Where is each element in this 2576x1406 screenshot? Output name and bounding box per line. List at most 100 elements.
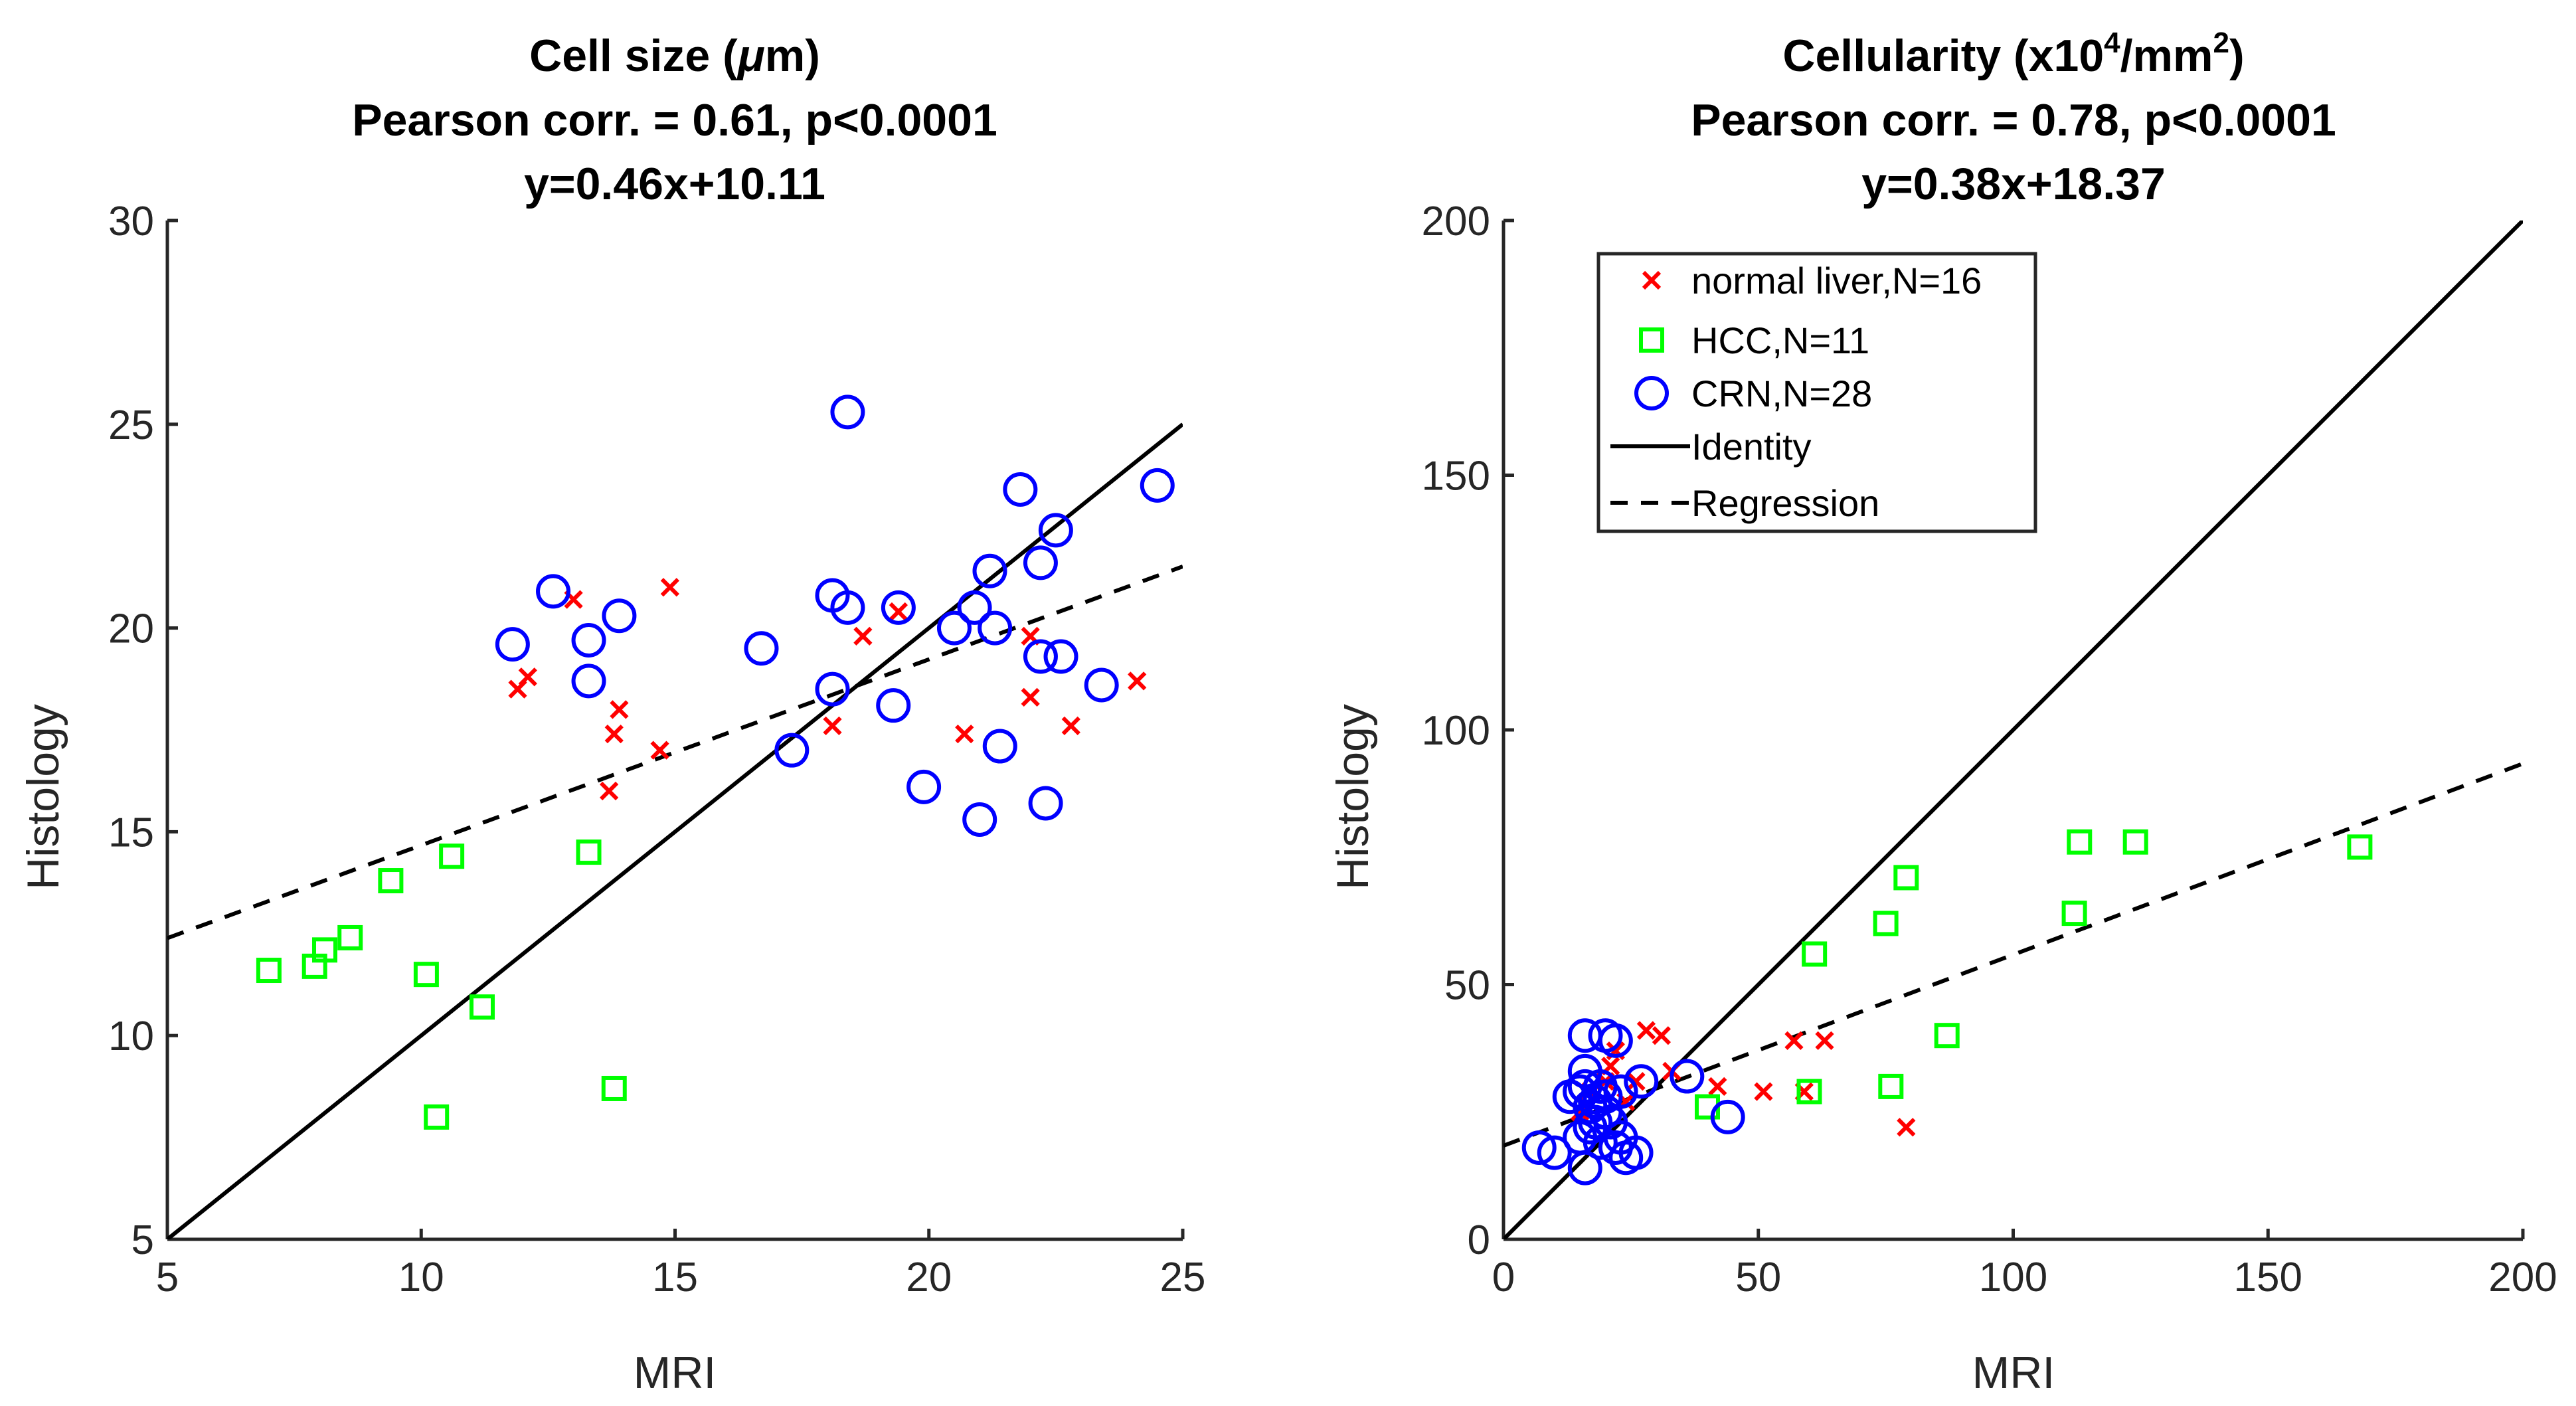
chart2-point-hcc [1893,865,1919,891]
chart2-point-hcc [1796,1079,1822,1104]
legend-circle-marker-icon [1634,376,1669,410]
chart2-y-tick-label: 100 [1422,708,1490,754]
chart1-point-normal-liver [823,716,842,735]
chart1-point-hcc [469,994,495,1020]
chart1-point-normal-liver [889,602,908,622]
chart2-point-hcc [1802,941,1828,967]
chart2-title-line1: Cellularity (x104/mm2) [1782,27,2244,81]
chart2-y-tick-label: 150 [1422,454,1490,499]
chart2-point-hcc [1878,1073,1904,1099]
chart2-point-crn [1603,1074,1638,1109]
chart1-point-crn [495,627,530,662]
chart1-point-crn [1084,667,1119,703]
chart1-x-axis-label: MRI [634,1348,717,1398]
chart1-point-normal-liver [853,626,873,646]
legend-label-identity: Identity [1691,426,1812,468]
chart1-point-normal-liver [518,667,537,687]
chart1-y-tick-label: 5 [131,1217,154,1263]
chart1-point-crn [774,733,810,768]
legend-square-marker-icon [1639,327,1664,353]
legend-entry-crn: CRN,N=28 [1634,373,1872,414]
chart2-point-hcc [1934,1023,1960,1049]
legend-entry-hcc: HCC,N=11 [1639,319,1869,361]
chart1-point-hcc [424,1104,450,1130]
legend-x-marker-icon [1642,270,1662,290]
chart2-title-line3: y=0.38x+18.37 [1861,159,2166,209]
chart1-point-crn [1028,786,1063,821]
legend-label-hcc: HCC,N=11 [1691,319,1869,361]
chart1-point-hcc [601,1075,627,1101]
chart1-point-crn [815,671,850,707]
chart2-point-normal-liver [1636,1021,1656,1040]
chart2-point-normal-liver [1784,1031,1804,1050]
chart1-y-axis-label: Histology [18,704,68,890]
chart1-point-hcc [439,843,465,869]
chart2-point-crn [1598,1023,1633,1058]
legend-entry-identity: Identity [1610,426,1812,468]
chart1-y-tick-label: 25 [108,402,154,448]
chart1-point-crn [876,688,911,723]
chart2-title-line2: Pearson corr. = 0.78, p<0.0001 [1691,95,2336,145]
chart1-point-crn [978,610,1013,646]
chart1-point-hcc [413,962,439,988]
chart1-plot-area: 5 10 15 20 25 5 10 15 20 25 30 [108,199,1205,1300]
chart2-point-crn [1521,1130,1557,1165]
chart2-point-hcc [2061,901,2087,926]
chart2-point-normal-liver [1754,1082,1773,1101]
chart1-point-normal-liver [660,578,679,597]
legend-label-regression: Regression [1691,482,1879,524]
chart1-point-crn [830,590,865,625]
chart1-point-normal-liver [650,741,669,760]
chart1-regression-line [167,565,1183,940]
chart2-y-tick-label: 200 [1422,199,1490,244]
chart2-point-crn [1567,1150,1602,1186]
chart2-x-tick-label: 100 [1979,1255,2047,1300]
chart-cellularity: Cellularity (x104/mm2) Pearson corr. = 0… [1328,27,2557,1398]
chart2-plot-area: 0 50 100 150 200 0 50 100 150 200 [1422,199,2557,1300]
chart2-point-normal-liver [1626,1072,1646,1091]
chart1-x-tick-label: 5 [156,1255,179,1300]
chart2-point-hcc [2067,829,2093,855]
chart2-point-crn [1624,1064,1659,1099]
chart1-identity-line [167,422,1183,1239]
chart1-point-crn [982,729,1017,764]
chart2-y-tick-label: 0 [1468,1217,1490,1263]
legend-entry-regression: Regression [1610,482,1879,524]
chart1-point-normal-liver [1021,687,1040,707]
chart1-title-line1: Cell size (μm) [529,31,820,81]
chart2-x-tick-label: 150 [2234,1255,2302,1300]
chart2-point-crn [1588,1079,1623,1114]
chart2-y-tick-label: 50 [1444,963,1490,1009]
chart2-point-hcc [2122,829,2148,855]
chart1-point-crn [881,590,916,625]
chart1-point-crn [536,574,571,609]
chart2-point-crn [1537,1135,1572,1170]
chart1-x-tick-label: 15 [652,1255,698,1300]
chart1-x-tick-label: 25 [1160,1255,1206,1300]
chart2-point-normal-liver [1897,1118,1916,1137]
chart1-point-normal-liver [599,781,619,801]
chart1-title-line3: y=0.46x+10.11 [524,159,825,209]
chart1-y-tick-label: 10 [108,1013,154,1059]
chart1-title-line2: Pearson corr. = 0.61, p<0.0001 [352,95,997,145]
chart1-x-tick-label: 10 [398,1255,444,1300]
chart1-point-crn [571,663,606,699]
chart1-point-crn [744,631,779,666]
legend-entry-normal-liver: normal liver,N=16 [1642,260,1982,302]
chart1-point-hcc [576,839,602,865]
chart2-point-hcc [2347,834,2373,860]
chart2-x-tick-label: 50 [1735,1255,1781,1300]
chart1-point-crn [1023,545,1058,580]
legend-label-crn: CRN,N=28 [1691,373,1872,414]
chart1-point-crn [571,623,606,658]
chart1-point-normal-liver [1061,716,1080,735]
chart1-point-crn [1140,468,1175,503]
chart1-point-crn [830,395,865,430]
chart1-point-crn [972,553,1007,588]
chart2-point-normal-liver [1815,1031,1834,1050]
chart1-y-tick-label: 30 [108,199,154,244]
chart2-point-normal-liver [1708,1077,1727,1097]
chart1-point-crn [602,598,637,634]
chart1-point-hcc [256,958,282,984]
